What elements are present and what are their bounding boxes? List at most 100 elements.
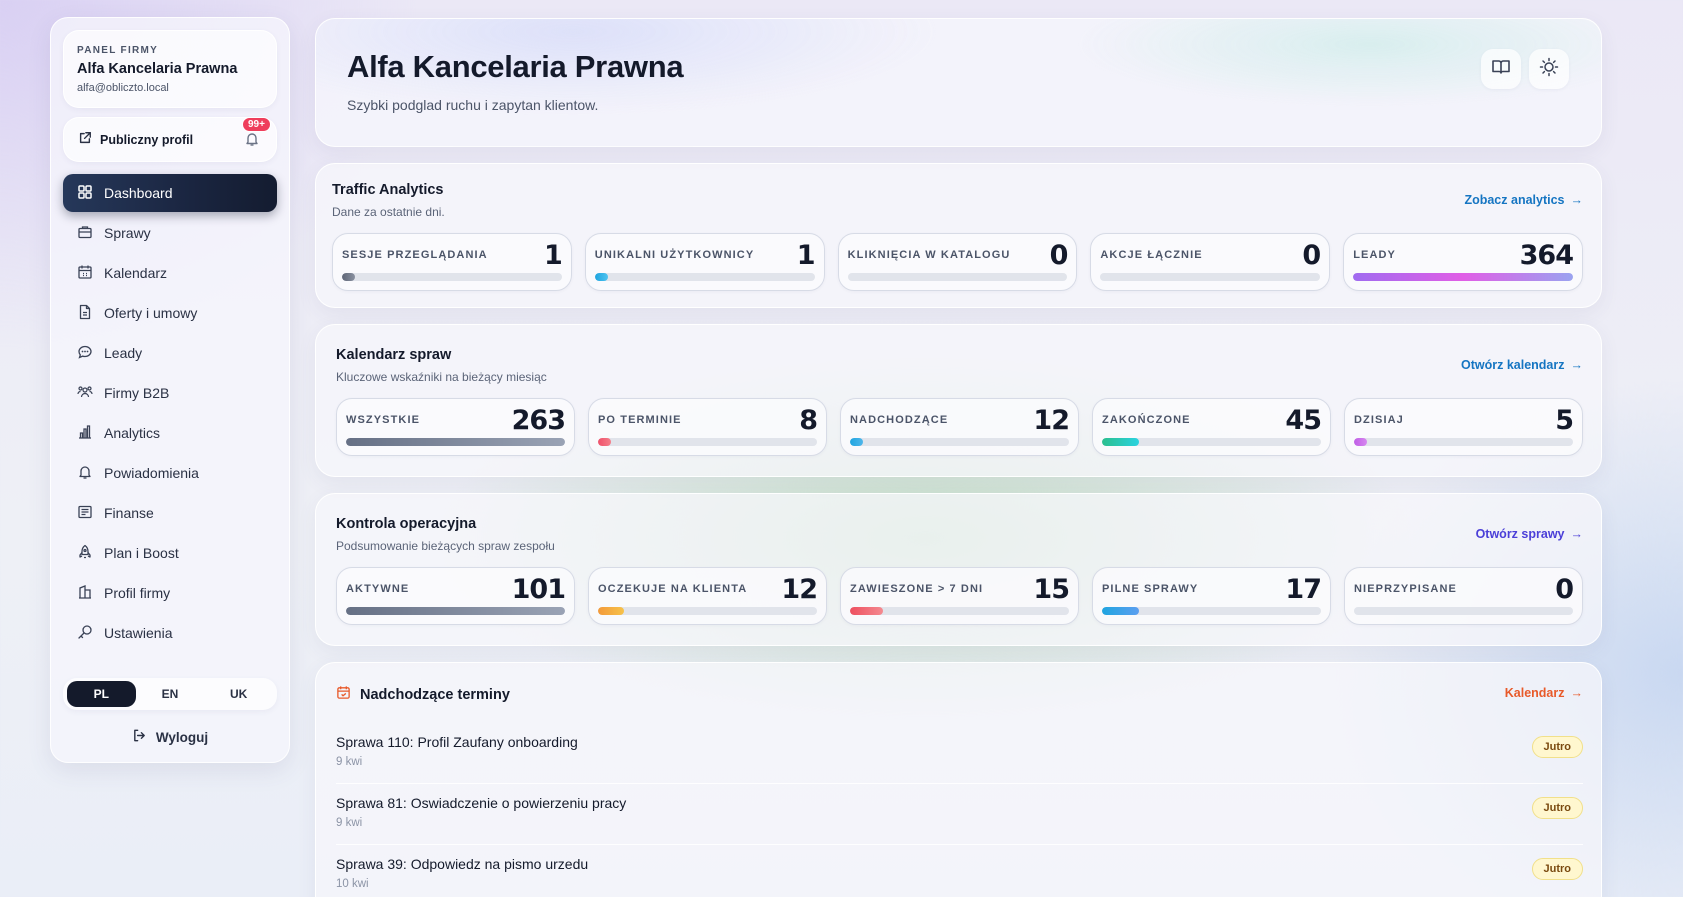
calendar-section: Kalendarz spraw Kluczowe wskaźniki na bi…: [315, 324, 1602, 477]
stat-card[interactable]: SESJE PRZEGLĄDANIA 1: [332, 233, 572, 291]
stat-progress-fill: [598, 607, 625, 615]
stat-progress-fill: [1353, 273, 1573, 281]
deadline-item[interactable]: Sprawa 81: Oswiadczenie o powierzeniu pr…: [336, 784, 1583, 845]
sidebar-item-label: Profil firmy: [104, 585, 171, 601]
users-icon: [77, 384, 93, 403]
document-icon: [77, 304, 93, 323]
sidebar-item-analytics[interactable]: Analytics: [63, 414, 277, 452]
sidebar-item-plan-boost[interactable]: Plan i Boost: [63, 534, 277, 572]
sidebar-item-label: Kalendarz: [104, 265, 168, 281]
stat-card[interactable]: NADCHODZĄCE 12: [840, 398, 1079, 456]
sidebar-item-finanse[interactable]: Finanse: [63, 494, 277, 532]
stat-card[interactable]: ZAWIESZONE > 7 DNI 15: [840, 567, 1079, 625]
arrow-right-icon: →: [1570, 193, 1584, 207]
language-pl-button[interactable]: PL: [67, 681, 136, 707]
stat-label: LEADY: [1353, 249, 1396, 261]
stat-card[interactable]: OCZEKUJE NA KLIENTA 12: [588, 567, 827, 625]
stat-progress-track: [1354, 438, 1573, 446]
calendar-check-icon: [336, 685, 351, 705]
view-analytics-link[interactable]: Zobacz analytics →: [1464, 193, 1583, 207]
firm-email: alfa@obliczto.local: [77, 82, 169, 94]
sidebar-item-firmy-b2b[interactable]: Firmy B2B: [63, 374, 277, 412]
open-calendar-link[interactable]: Otwórz kalendarz →: [1461, 358, 1583, 372]
hero-actions: [1481, 49, 1569, 89]
stat-value: 364: [1519, 240, 1574, 271]
guide-button[interactable]: [1481, 49, 1521, 89]
public-profile-label: Publiczny profil: [100, 132, 194, 147]
language-uk-button[interactable]: UK: [230, 687, 248, 701]
sidebar-item-leady[interactable]: Leady: [63, 334, 277, 372]
sidebar-item-label: Sprawy: [104, 225, 151, 241]
hero-header: Alfa Kancelaria Prawna Szybki podglad ru…: [315, 18, 1602, 147]
stat-card[interactable]: KLIKNIĘCIA W KATALOGU 0: [837, 233, 1078, 291]
stat-card[interactable]: PILNE SPRAWY 17: [1092, 567, 1331, 625]
stat-card[interactable]: AKCJE ŁĄCZNIE 0: [1090, 233, 1331, 291]
language-switcher: PL EN UK: [63, 678, 277, 710]
external-link-icon: [78, 131, 92, 148]
stat-value: 17: [1285, 574, 1322, 605]
stat-card[interactable]: ZAKOŃCZONE 45: [1092, 398, 1331, 456]
stat-value: 0: [1049, 240, 1069, 271]
stat-value: 12: [781, 574, 818, 605]
deadline-badge: Jutro: [1531, 797, 1583, 819]
bar-chart-icon: [77, 424, 93, 443]
stat-progress-fill: [850, 607, 883, 615]
stat-card[interactable]: LEADY 364: [1343, 233, 1583, 291]
stat-progress-track: [1353, 273, 1573, 281]
stat-progress-track: [847, 273, 1068, 281]
grid-icon: [77, 184, 93, 203]
language-en-button[interactable]: EN: [161, 687, 179, 701]
stat-label: ZAKOŃCZONE: [1102, 414, 1191, 426]
stat-progress-track: [1100, 273, 1321, 281]
sidebar-item-kalendarz[interactable]: Kalendarz: [63, 254, 277, 292]
stat-card[interactable]: PO TERMINIE 8: [588, 398, 827, 456]
calendar-link[interactable]: Kalendarz →: [1505, 686, 1583, 700]
stat-card[interactable]: WSZYSTKIE 263: [336, 398, 575, 456]
stat-card[interactable]: UNIKALNI UŻYTKOWNICY 1: [584, 233, 825, 291]
sidebar-item-dashboard[interactable]: Dashboard: [63, 174, 277, 212]
receipt-icon: [77, 504, 93, 523]
stat-label: PO TERMINIE: [598, 414, 682, 426]
link-label: Otwórz sprawy: [1475, 527, 1565, 541]
section-subtitle: Podsumowanie bieżących spraw zespołu: [336, 539, 555, 553]
stat-progress-track: [1102, 607, 1321, 615]
sidebar-item-label: Finanse: [104, 505, 154, 521]
stat-progress-fill: [1102, 438, 1140, 446]
stat-value: 0: [1555, 574, 1574, 605]
deadline-item[interactable]: Sprawa 110: Profil Zaufany onboarding 9 …: [336, 723, 1583, 784]
stat-card[interactable]: NIEPRZYPISANE 0: [1344, 567, 1583, 625]
operations-section: Kontrola operacyjna Podsumowanie bieżący…: [315, 493, 1602, 646]
arrow-right-icon: →: [1570, 527, 1584, 541]
stat-label: PILNE SPRAWY: [1102, 583, 1199, 595]
stat-value: 15: [1033, 574, 1070, 605]
sidebar-item-label: Powiadomienia: [104, 465, 199, 481]
section-title: Kontrola operacyjna: [336, 516, 477, 532]
stat-label: KLIKNIĘCIA W KATALOGU: [847, 249, 1011, 261]
stat-progress-fill: [850, 438, 864, 446]
theme-toggle-button[interactable]: [1529, 49, 1569, 89]
stat-progress-track: [1354, 607, 1573, 615]
stat-label: DZISIAJ: [1354, 414, 1404, 426]
key-icon: [77, 624, 93, 643]
stat-progress-fill: [342, 273, 356, 281]
sidebar: PANEL FIRMY Alfa Kancelaria Prawna alfa@…: [50, 17, 290, 763]
building-icon: [77, 584, 93, 603]
public-profile-link[interactable]: Publiczny profil: [78, 131, 193, 148]
page-title: Alfa Kancelaria Prawna: [347, 49, 684, 84]
sidebar-item-label: Firmy B2B: [104, 385, 170, 401]
logout-button[interactable]: Wyloguj: [63, 728, 277, 746]
stat-card[interactable]: DZISIAJ 5: [1344, 398, 1583, 456]
stat-card[interactable]: AKTYWNE 101: [336, 567, 575, 625]
stat-value: 101: [511, 574, 566, 605]
open-cases-link[interactable]: Otwórz sprawy →: [1476, 527, 1583, 541]
notifications-button[interactable]: 99+: [242, 116, 271, 149]
deadline-item[interactable]: Sprawa 39: Odpowiedz na pismo urzedu 10 …: [336, 845, 1583, 897]
page-subtitle: Szybki podglad ruchu i zapytan klientow.: [347, 97, 599, 113]
sidebar-item-profil-firmy[interactable]: Profil firmy: [63, 574, 277, 612]
sidebar-item-ustawienia[interactable]: Ustawienia: [63, 614, 277, 652]
section-subtitle: Kluczowe wskaźniki na bieżący miesiąc: [336, 370, 547, 384]
sidebar-item-powiadomienia[interactable]: Powiadomienia: [63, 454, 277, 492]
sidebar-item-oferty[interactable]: Oferty i umowy: [63, 294, 277, 332]
calendar-stats: WSZYSTKIE 263 PO TERMINIE 8 NADCHODZĄCE 12 ZAK…: [336, 398, 1583, 456]
sidebar-item-sprawy[interactable]: Sprawy: [63, 214, 277, 252]
